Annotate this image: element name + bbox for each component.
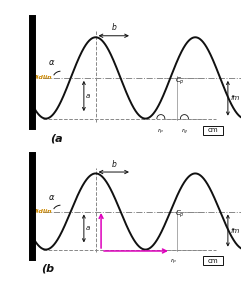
- FancyBboxPatch shape: [203, 125, 223, 135]
- Text: cm: cm: [208, 257, 219, 264]
- Text: $r_p$: $r_p$: [157, 127, 164, 137]
- Text: $C_p$: $C_p$: [175, 75, 185, 87]
- Text: $r_p$: $r_p$: [170, 257, 177, 267]
- Text: $\alpha$: $\alpha$: [48, 58, 56, 67]
- Text: Midlin: Midlin: [31, 209, 53, 214]
- Text: b: b: [111, 23, 116, 32]
- Text: a: a: [86, 225, 90, 232]
- Text: $r_g$: $r_g$: [181, 127, 188, 137]
- Text: a: a: [86, 93, 90, 99]
- Text: (a: (a: [50, 134, 63, 144]
- Text: b: b: [111, 160, 116, 169]
- FancyBboxPatch shape: [203, 256, 223, 265]
- Text: Midlin: Midlin: [31, 75, 53, 80]
- Text: cm: cm: [208, 127, 219, 133]
- Text: (b: (b: [41, 264, 54, 274]
- Text: $C_p$: $C_p$: [175, 209, 185, 220]
- Text: fm: fm: [231, 95, 240, 101]
- Text: fm: fm: [231, 228, 240, 233]
- Text: $\alpha$: $\alpha$: [48, 193, 56, 202]
